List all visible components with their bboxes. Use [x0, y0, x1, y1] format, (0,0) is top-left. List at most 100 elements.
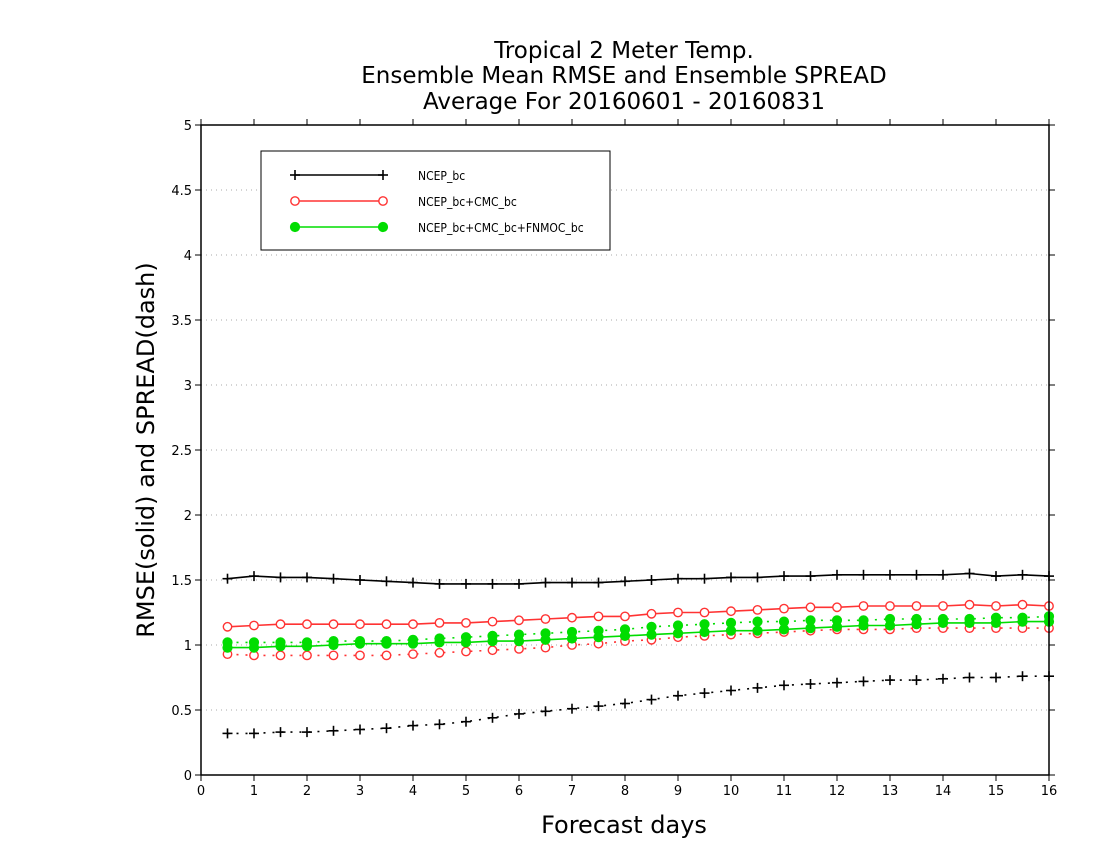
x-tick-label: 6 — [515, 784, 523, 799]
spread-point — [805, 679, 816, 689]
rmse-point — [991, 601, 1001, 611]
rmse-point — [408, 619, 418, 630]
spread-point — [858, 676, 869, 687]
x-tick-label: 4 — [409, 784, 417, 799]
x-tick-label: 2 — [303, 784, 311, 799]
legend-marker — [290, 170, 300, 180]
legend-entry: NCEP_bc+CMC_bc+FNMOC_bc — [289, 221, 584, 235]
rmse-line — [227, 620, 1049, 649]
rmse-point — [275, 619, 286, 630]
legend-label: NCEP_bc+CMC_bc+FNMOC_bc — [418, 221, 584, 235]
spread-point — [964, 672, 975, 683]
rmse-point — [699, 573, 710, 584]
rmse-point — [593, 611, 604, 622]
legend-marker — [290, 196, 300, 206]
rmse-point — [858, 620, 869, 631]
x-tick-label: 12 — [829, 784, 846, 799]
rmse-point — [460, 637, 472, 648]
legend-marker — [377, 221, 389, 233]
rmse-point — [381, 619, 392, 630]
title-line-2: Ensemble Mean RMSE and Ensemble SPREAD — [361, 63, 886, 89]
spread-point — [593, 701, 604, 712]
title-line-3: Average For 20160601 - 20160831 — [423, 89, 825, 115]
axis-ticks: 00.511.522.533.544.550 1 2 3 4 5 6 7 8 9 10 11 12 13 1… — [171, 119, 1057, 799]
y-tick-label: 5 — [184, 119, 192, 134]
rmse-point — [381, 576, 392, 587]
rmse-point — [540, 634, 551, 645]
rmse-point — [461, 578, 471, 589]
rmse-point — [461, 618, 471, 628]
rmse-line — [227, 572, 1050, 585]
x-tick-label: 1 — [250, 784, 258, 799]
x-tick-label: 11 — [776, 784, 793, 799]
rmse-point — [858, 569, 869, 580]
spread-point — [832, 677, 842, 688]
series-2 — [222, 611, 1055, 653]
spread-point — [752, 682, 763, 693]
x-tick-label: 8 — [621, 784, 629, 799]
rmse-point — [884, 620, 896, 631]
rmse-point — [434, 578, 445, 589]
spread-point — [540, 706, 551, 717]
rmse-point — [567, 612, 577, 623]
x-tick-label: 10 — [723, 784, 740, 799]
chart-title: Tropical 2 Meter Temp. Ensemble Mean RMS… — [361, 38, 886, 115]
spread-point — [514, 708, 524, 719]
rmse-point — [434, 637, 445, 648]
rmse-point — [778, 624, 790, 635]
rmse-point — [355, 575, 365, 585]
rmse-point — [434, 618, 445, 628]
spread-point — [752, 616, 763, 627]
x-tick-label: 7 — [568, 784, 576, 799]
y-tick-label: 2 — [184, 509, 192, 524]
series-0 — [222, 568, 1054, 739]
rmse-point — [779, 571, 789, 582]
spread-point — [408, 720, 418, 731]
spread-point — [673, 690, 683, 701]
rmse-point — [832, 602, 842, 613]
y-tick-label: 3 — [184, 379, 192, 394]
legend-entry: NCEP_bc+CMC_bc — [290, 195, 517, 209]
spread-point — [381, 650, 392, 661]
y-tick-label: 0.5 — [171, 704, 192, 719]
spread-point — [302, 727, 312, 738]
rmse-point — [646, 575, 657, 585]
rmse-point — [1017, 616, 1028, 627]
rmse-point — [752, 605, 763, 615]
rmse-point — [620, 611, 630, 622]
spread-point — [938, 673, 948, 684]
rmse-point — [885, 569, 895, 580]
spread-point — [620, 698, 630, 709]
rmse-point — [222, 573, 233, 584]
rmse-point — [964, 599, 975, 610]
rmse-point — [964, 617, 975, 629]
rmse-point — [593, 577, 604, 588]
rmse-point — [487, 578, 498, 589]
spread-point — [408, 649, 418, 659]
spread-point — [275, 650, 286, 661]
rmse-point — [805, 623, 816, 634]
x-axis-label: Forecast days — [541, 811, 707, 839]
rmse-point — [805, 602, 816, 613]
rmse-point — [990, 617, 1002, 629]
spread-point — [302, 650, 312, 661]
spread-point — [1017, 671, 1028, 682]
legend-label: NCEP_bc — [418, 169, 465, 183]
rmse-point — [779, 603, 789, 614]
spread-point — [434, 647, 445, 658]
spread-line — [227, 675, 1049, 735]
x-tick-label: 15 — [988, 784, 1005, 799]
rmse-point — [699, 607, 710, 618]
rmse-point — [646, 629, 657, 640]
spread-point — [461, 646, 471, 657]
spread-point — [275, 727, 286, 738]
y-tick-label: 1.5 — [171, 574, 192, 589]
rmse-point — [938, 601, 948, 611]
rmse-point — [249, 620, 259, 631]
spread-point — [249, 728, 259, 739]
spread-point — [381, 723, 392, 734]
rmse-point — [487, 636, 498, 647]
series-1 — [222, 599, 1054, 661]
rmse-point — [699, 626, 710, 638]
rmse-point — [593, 632, 604, 643]
